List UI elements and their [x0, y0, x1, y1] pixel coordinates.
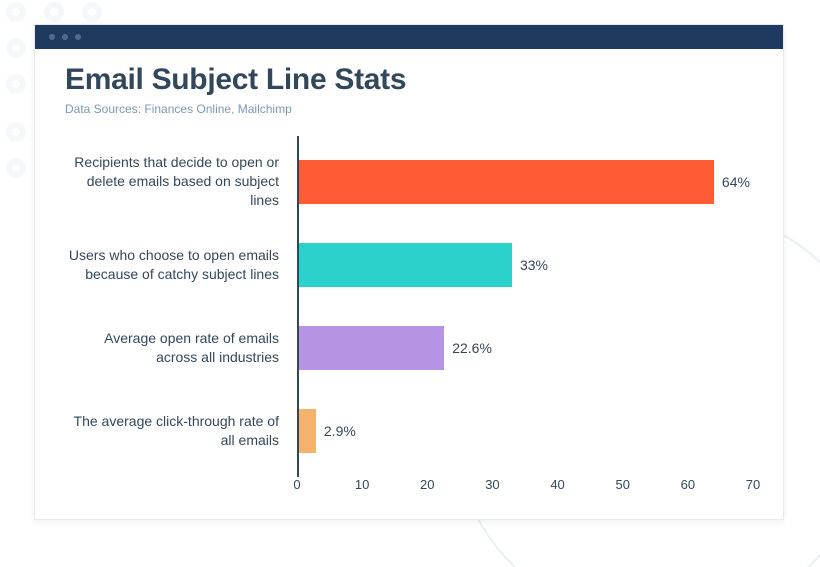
chart-row: Average open rate of emails across all i… — [65, 318, 753, 378]
bar-label: Users who choose to open emails because … — [65, 246, 297, 284]
x-axis-tick: 70 — [746, 477, 760, 492]
chart-row: Users who choose to open emails because … — [65, 235, 753, 295]
bar-track: 64% — [297, 160, 753, 204]
bar-value-label: 2.9% — [324, 423, 356, 439]
bar — [297, 326, 444, 370]
bar-track: 22.6% — [297, 326, 753, 370]
chart-panel: Email Subject Line Stats Data Sources: F… — [34, 24, 784, 520]
chart-row: The average click-through rate of all em… — [65, 401, 753, 461]
y-axis-line — [297, 136, 299, 477]
bar-label: The average click-through rate of all em… — [65, 412, 297, 450]
traffic-light-dot — [75, 34, 81, 40]
x-axis-tick: 50 — [615, 477, 629, 492]
bar-value-label: 33% — [520, 257, 548, 273]
x-axis-tick: 40 — [550, 477, 564, 492]
x-axis-tick: 0 — [293, 477, 300, 492]
chart-row: Recipients that decide to open or delete… — [65, 152, 753, 212]
bar — [297, 243, 512, 287]
bar — [297, 409, 316, 453]
x-axis-ticks: 010203040506070 — [297, 473, 753, 501]
bar-label: Recipients that decide to open or delete… — [65, 153, 297, 210]
x-axis: 010203040506070 — [65, 473, 753, 501]
traffic-light-dot — [49, 34, 55, 40]
chart-plot-area: Recipients that decide to open or delete… — [65, 140, 753, 473]
bar-chart: Recipients that decide to open or delete… — [65, 140, 753, 501]
bar-label: Average open rate of emails across all i… — [65, 329, 297, 367]
chart-content: Email Subject Line Stats Data Sources: F… — [35, 49, 783, 519]
x-axis-tick: 10 — [355, 477, 369, 492]
bar-track: 33% — [297, 243, 753, 287]
x-axis-tick: 30 — [485, 477, 499, 492]
x-axis-tick: 20 — [420, 477, 434, 492]
window-titlebar — [35, 25, 783, 49]
x-axis-tick: 60 — [681, 477, 695, 492]
bar-value-label: 64% — [722, 174, 750, 190]
bar-track: 2.9% — [297, 409, 753, 453]
traffic-light-dot — [62, 34, 68, 40]
bar — [297, 160, 714, 204]
bar-value-label: 22.6% — [452, 340, 492, 356]
chart-title: Email Subject Line Stats — [65, 63, 753, 96]
chart-rows: Recipients that decide to open or delete… — [65, 140, 753, 473]
chart-subtitle: Data Sources: Finances Online, Mailchimp — [65, 102, 753, 116]
